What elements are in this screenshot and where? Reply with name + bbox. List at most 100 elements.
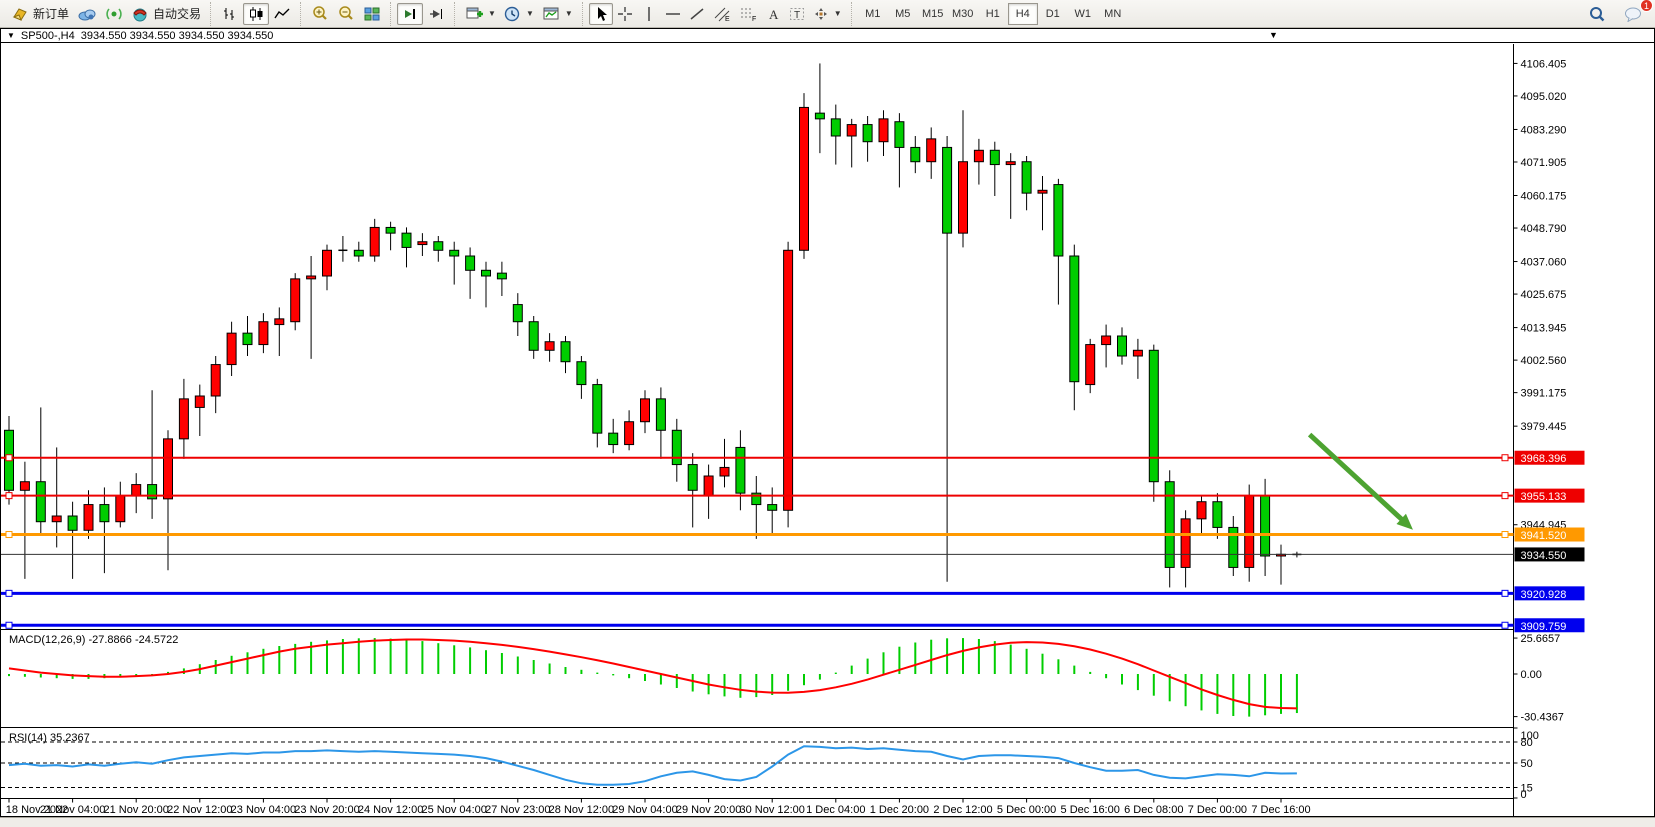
timeframe-button-m15[interactable]: M15 <box>922 7 944 20</box>
line-chart-button[interactable] <box>269 3 295 25</box>
toolbar-group: ▼ ▼ ▼ <box>454 1 580 26</box>
trendline-button[interactable] <box>685 3 709 25</box>
candle-bull <box>1101 335 1112 346</box>
price-tag <box>1514 527 1585 542</box>
candle-bull <box>194 395 205 408</box>
line-handle[interactable] <box>5 492 13 500</box>
candle-chart-button[interactable] <box>243 2 270 25</box>
timeframe-button-d1[interactable]: D1 <box>1045 7 1060 20</box>
window-menu-marker[interactable]: ▼ <box>1269 30 1278 40</box>
annotation-arrow-head[interactable] <box>1396 513 1413 530</box>
timeframe-button-m30[interactable]: M30 <box>952 7 974 20</box>
price-tag <box>1514 586 1585 601</box>
candle-bear <box>560 341 571 363</box>
price-tick-label: 3991.175 <box>1521 388 1567 400</box>
profiles-button[interactable]: ▼ <box>500 3 538 25</box>
line-handle[interactable] <box>1501 589 1509 597</box>
autotrading-button[interactable]: 自动交易 <box>127 3 205 25</box>
candle-bull <box>163 438 173 500</box>
line-handle[interactable] <box>5 621 13 629</box>
candle-bear <box>433 241 444 251</box>
text-icon: A <box>766 6 780 22</box>
chart-canvas: 4106.405 4095.020 4083.290 4071.905 4060.175… <box>1 44 1655 818</box>
time-tick-label: 5 Dec 00:00 <box>997 804 1056 816</box>
zoom-out-button[interactable] <box>333 3 359 25</box>
candle-bull <box>624 421 635 446</box>
chevron-down-icon[interactable]: ▼ <box>7 31 15 40</box>
candle-bear <box>1228 526 1239 568</box>
candle-bull <box>1037 189 1048 194</box>
timeframe-button-m5[interactable]: M5 <box>895 7 911 20</box>
vline-button[interactable] <box>637 3 661 25</box>
zoom-in-button[interactable] <box>307 3 333 25</box>
crosshair-button[interactable] <box>613 3 637 25</box>
dropdown-caret-icon[interactable]: ▼ <box>833 9 842 18</box>
price-tick-label: 4048.790 <box>1521 223 1567 235</box>
timeframe-button-w1[interactable]: W1 <box>1074 7 1091 20</box>
toolbar-group <box>390 1 452 26</box>
arrows-button[interactable]: ▼ <box>809 3 846 25</box>
candle-bull <box>799 106 809 251</box>
price-tick-label: 4083.290 <box>1521 124 1567 136</box>
svg-text:T: T <box>794 10 800 21</box>
candle-bear <box>242 332 253 346</box>
label-button[interactable]: T <box>785 3 809 25</box>
line-handle[interactable] <box>1501 454 1509 462</box>
candle-bull <box>1005 161 1016 166</box>
line-handle[interactable] <box>1501 621 1509 629</box>
hline-icon <box>665 6 681 22</box>
indicators-button[interactable]: ▼ <box>538 3 577 25</box>
bar-chart-icon <box>221 6 239 22</box>
rsi-tick-label: 50 <box>1521 758 1533 770</box>
candle-bull <box>640 398 650 423</box>
auto-scroll-button[interactable] <box>423 3 449 25</box>
candle-bear <box>735 446 746 494</box>
price-axis[interactable]: 4106.405 4095.020 4083.290 4071.905 4060.175… <box>1513 58 1585 801</box>
data-center-button[interactable] <box>73 3 101 25</box>
chart-shift-button[interactable] <box>397 2 424 25</box>
candle-bull <box>926 138 937 163</box>
line-handle[interactable] <box>5 454 13 462</box>
signals-button[interactable] <box>101 3 127 25</box>
line-handle[interactable] <box>1501 531 1509 539</box>
timeframe-button-h4[interactable]: H4 <box>1007 2 1038 25</box>
chat-button[interactable]: 1 <box>1620 0 1653 25</box>
new-order-button[interactable]: 新订单 <box>7 3 73 25</box>
text-button[interactable]: A <box>761 3 785 25</box>
annotation-arrow-line[interactable] <box>1307 432 1408 525</box>
timeframe-button-mn[interactable]: MN <box>1104 7 1122 20</box>
new-chart-button[interactable]: ▼ <box>461 3 500 25</box>
candles-layer <box>4 63 1302 588</box>
dropdown-caret-icon[interactable]: ▼ <box>525 9 534 18</box>
line-handle[interactable] <box>1501 492 1509 500</box>
candle-bull <box>274 318 285 326</box>
tile-windows-button[interactable] <box>359 3 385 25</box>
dropdown-caret-icon[interactable]: ▼ <box>488 9 496 18</box>
timeframe-button-h1[interactable]: H1 <box>985 7 1000 20</box>
price-tag <box>1514 618 1585 633</box>
time-tick-label: 7 Dec 16:00 <box>1251 804 1310 816</box>
toolbar-right: 1 <box>1584 0 1653 28</box>
cursor-button[interactable] <box>588 2 613 25</box>
search-button[interactable] <box>1584 3 1610 25</box>
hline-button[interactable] <box>661 3 685 25</box>
svg-text:E: E <box>725 16 730 22</box>
channel-button[interactable]: E <box>709 3 735 25</box>
line-handle[interactable] <box>5 589 13 597</box>
candle-bear <box>1021 161 1032 194</box>
toolbar-group <box>300 1 388 26</box>
dropdown-caret-icon[interactable]: ▼ <box>564 9 573 18</box>
candle-bull <box>973 149 984 163</box>
tile-windows-icon <box>363 6 381 22</box>
price-tick-label: 4013.945 <box>1521 323 1567 335</box>
candle-bear <box>814 112 825 120</box>
fibo-button[interactable]: F <box>735 3 761 25</box>
bar-chart-button[interactable] <box>217 3 243 25</box>
timeframe-button-m1[interactable]: M1 <box>865 7 881 20</box>
line-handle[interactable] <box>5 531 13 539</box>
new-chart-icon <box>465 6 484 22</box>
fibo-icon: F <box>739 6 757 22</box>
time-tick-label: 21 Nov 20:00 <box>103 804 168 816</box>
macd-tick-label: -30.4367 <box>1521 712 1564 724</box>
